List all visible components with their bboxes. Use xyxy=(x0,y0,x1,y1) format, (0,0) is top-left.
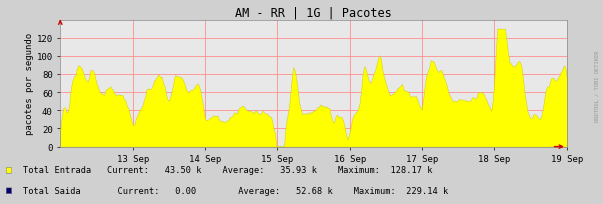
Text: Total Entrada   Current:   43.50 k    Average:   35.93 k    Maximum:  128.17 k: Total Entrada Current: 43.50 k Average: … xyxy=(23,165,432,174)
Title: AM - RR | 1G | Pacotes: AM - RR | 1G | Pacotes xyxy=(235,6,392,19)
Text: □: □ xyxy=(6,185,12,195)
Text: Total Saida       Current:   0.00        Average:   52.68 k    Maximum:  229.14 : Total Saida Current: 0.00 Average: 52.68… xyxy=(23,186,448,195)
Text: RRDTOOL / TOBI OETIKER: RRDTOOL / TOBI OETIKER xyxy=(595,50,600,121)
Text: □: □ xyxy=(6,164,12,174)
Y-axis label: pacotes por segundo: pacotes por segundo xyxy=(25,33,34,134)
Text: ■: ■ xyxy=(6,164,12,174)
Text: ■: ■ xyxy=(6,185,12,195)
